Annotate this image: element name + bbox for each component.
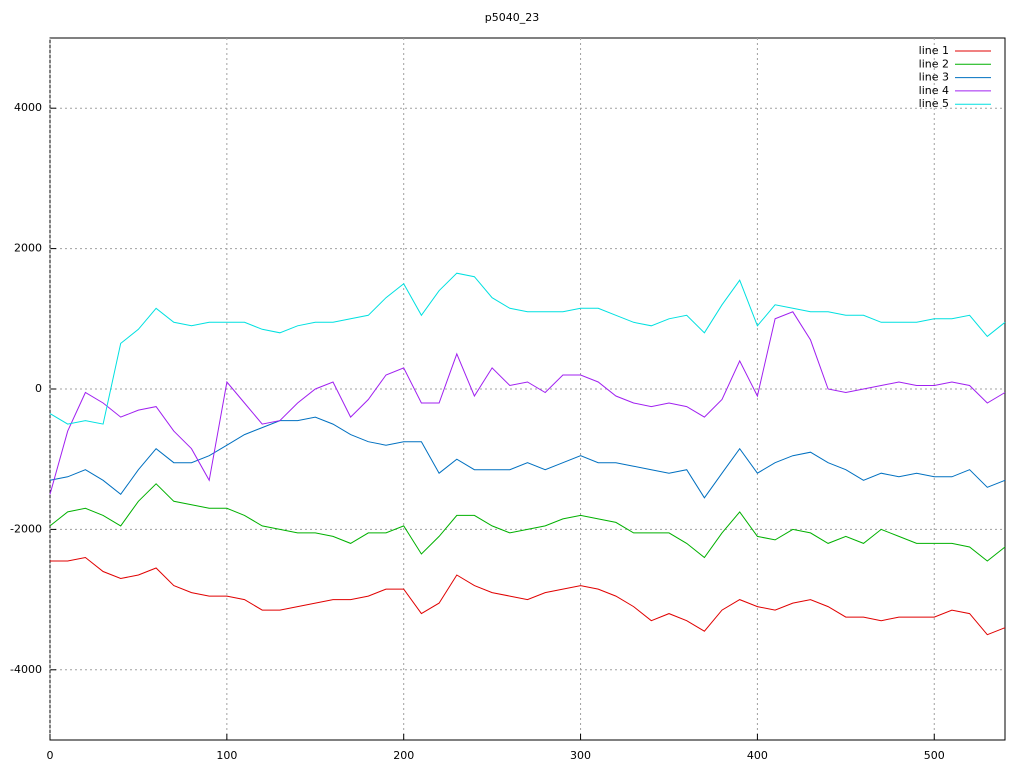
x-tick-label: 100 xyxy=(216,749,237,762)
y-tick-label: 4000 xyxy=(14,101,42,114)
data-line xyxy=(50,556,1006,636)
chart-title: p5040_23 xyxy=(485,11,539,24)
y-tick-label: -4000 xyxy=(10,663,42,676)
y-tick-label: 0 xyxy=(35,382,42,395)
legend-label: line 1 xyxy=(919,44,949,57)
y-tick-label: 2000 xyxy=(14,242,42,255)
legend-label: line 4 xyxy=(919,84,949,97)
x-tick-label: 400 xyxy=(747,749,768,762)
data-line xyxy=(49,483,1006,562)
legend-label: line 5 xyxy=(919,97,949,110)
legend-label: line 2 xyxy=(919,57,949,70)
x-tick-label: 300 xyxy=(570,749,591,762)
x-tick-label: 500 xyxy=(924,749,945,762)
x-tick-label: 0 xyxy=(47,749,54,762)
y-tick-label: -2000 xyxy=(10,522,42,535)
data-line xyxy=(49,311,1006,495)
data-line xyxy=(49,416,1006,499)
data-line xyxy=(49,272,1006,425)
x-tick-label: 200 xyxy=(393,749,414,762)
legend-label: line 3 xyxy=(919,71,949,84)
